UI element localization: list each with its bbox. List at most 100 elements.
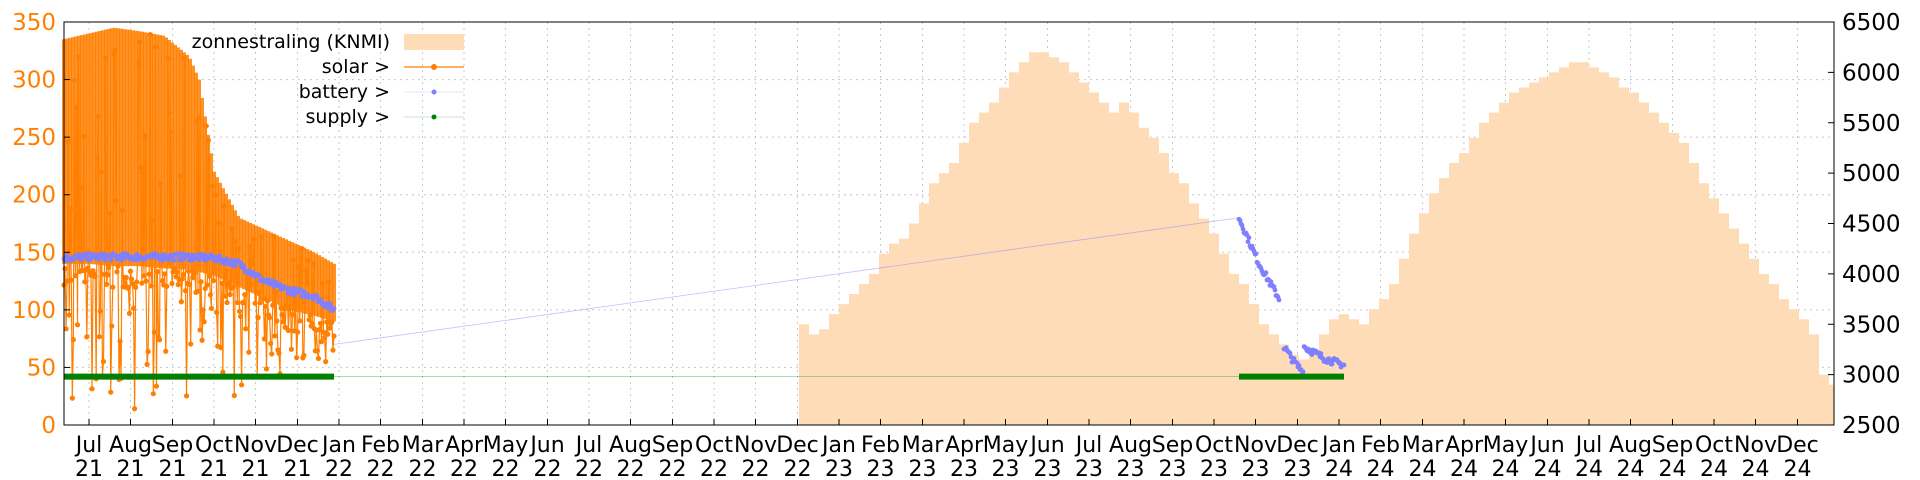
x-tick-label-month: Nov xyxy=(1234,433,1277,458)
solar-point xyxy=(187,281,193,288)
solar-spike xyxy=(89,33,93,264)
battery-point xyxy=(277,281,283,287)
x-tick-label-month: Jan xyxy=(820,433,856,458)
solar-spike xyxy=(197,79,201,272)
x-tick-label-year: 21 xyxy=(159,457,187,480)
x-tick-label-year: 23 xyxy=(1117,457,1145,480)
solar-spike xyxy=(92,32,96,265)
solar-spike xyxy=(149,33,153,268)
solar-spike xyxy=(272,233,276,303)
solar-point xyxy=(246,349,252,355)
y-left-tick-label: 150 xyxy=(12,240,56,266)
x-tick-label-month: Jul xyxy=(574,433,603,458)
solar-spike xyxy=(80,35,84,264)
solar-spike xyxy=(146,32,150,267)
solar-point xyxy=(72,273,79,279)
solar-point xyxy=(123,274,129,281)
solar-point xyxy=(156,337,163,343)
solar-spike xyxy=(164,37,168,269)
solar-point xyxy=(315,355,322,362)
x-tick-label-year: 22 xyxy=(659,457,687,480)
solar-point xyxy=(144,361,150,367)
solar-spike xyxy=(107,28,111,266)
battery-point xyxy=(175,251,181,257)
battery-point xyxy=(1318,351,1324,357)
solar-point xyxy=(134,279,140,285)
x-tick-label-year: 24 xyxy=(1617,457,1645,480)
solar-spike xyxy=(173,44,177,269)
solar-point xyxy=(63,326,69,332)
battery-point xyxy=(1326,356,1332,362)
solar-point xyxy=(263,366,270,372)
x-tick-label-month: Feb xyxy=(861,433,900,458)
solar-point xyxy=(289,312,296,318)
solar-spike xyxy=(236,215,240,287)
x-tick-label-month: Sep xyxy=(1152,433,1193,458)
solar-point xyxy=(160,278,166,284)
y-right-tick-label: 5500 xyxy=(1842,111,1901,137)
solar-spike xyxy=(161,35,165,269)
solar-point xyxy=(69,395,75,401)
solar-point xyxy=(139,280,145,286)
solar-series xyxy=(61,27,337,412)
solar-spike xyxy=(167,39,171,269)
solar-spike xyxy=(119,28,123,267)
solar-spike xyxy=(302,247,306,314)
battery-connector xyxy=(333,217,1240,345)
battery-point xyxy=(292,292,298,298)
x-tick-label-year: 22 xyxy=(534,457,562,480)
x-tick-label-year: 21 xyxy=(75,457,103,480)
x-tick-label-year: 22 xyxy=(450,457,478,480)
solar-spike xyxy=(158,35,162,269)
solar-spike xyxy=(176,47,180,270)
x-tick-label-month: Apr xyxy=(945,433,984,458)
solar-point xyxy=(195,288,201,294)
solar-point xyxy=(220,369,226,375)
solar-spike xyxy=(206,134,210,274)
solar-point xyxy=(186,268,192,274)
solar-point xyxy=(143,278,149,284)
x-tick-label-year: 22 xyxy=(575,457,603,480)
solar-spike xyxy=(212,171,216,276)
solar-spike xyxy=(170,42,174,269)
x-tick-label-year: 21 xyxy=(242,457,270,480)
solar-point xyxy=(150,391,156,397)
solar-point xyxy=(204,282,210,288)
solar-point xyxy=(117,338,123,344)
x-tick-label-year: 23 xyxy=(1200,457,1228,480)
battery-point xyxy=(211,254,217,260)
solar-point xyxy=(236,308,243,314)
x-tick-label-month: Aug xyxy=(1609,433,1652,458)
y-right-tick-label: 4500 xyxy=(1842,212,1901,238)
solar-point xyxy=(84,334,90,340)
x-tick-label-month: May xyxy=(483,433,528,458)
solar-spike xyxy=(182,52,186,270)
y-right-tick-label: 3000 xyxy=(1842,363,1901,389)
solar-spike xyxy=(68,37,72,264)
solar-point xyxy=(279,312,285,318)
solar-point xyxy=(92,274,98,280)
solar-spike xyxy=(242,220,246,290)
solar-point xyxy=(141,273,147,279)
solar-point xyxy=(97,308,103,314)
battery-point xyxy=(1246,235,1252,241)
solar-spike xyxy=(293,243,297,312)
battery-point xyxy=(1329,361,1335,367)
solar-point xyxy=(198,279,204,285)
solar-point xyxy=(330,347,336,353)
x-tick-label-month: Aug xyxy=(609,433,652,458)
solar-point xyxy=(255,314,261,321)
solar-spike xyxy=(314,253,318,317)
x-tick-label-year: 24 xyxy=(1575,457,1603,480)
solar-point xyxy=(199,337,205,343)
x-tick-label-month: Dec xyxy=(776,433,819,458)
solar-spike xyxy=(308,250,312,315)
solar-spike xyxy=(200,97,204,273)
solar-spike xyxy=(332,263,336,322)
solar-spike xyxy=(245,221,249,291)
solar-spike xyxy=(131,30,135,267)
solar-spike xyxy=(74,36,78,264)
x-tick-label-month: Sep xyxy=(1652,433,1693,458)
battery-point xyxy=(1245,239,1251,245)
x-tick-label-month: Mar xyxy=(1402,433,1444,458)
